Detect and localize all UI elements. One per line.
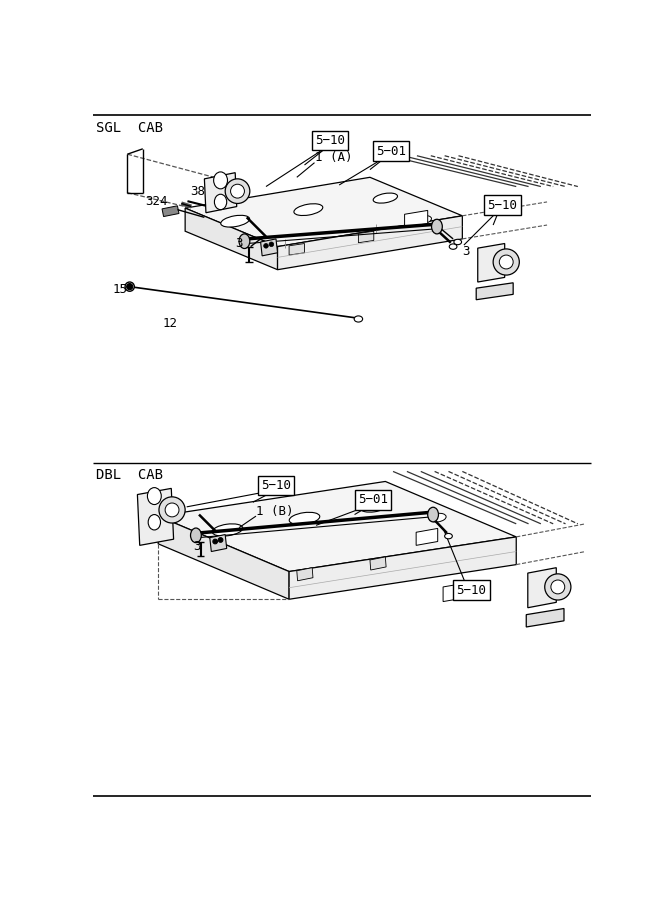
Polygon shape (162, 206, 179, 217)
Polygon shape (137, 489, 173, 545)
Polygon shape (526, 608, 564, 627)
Ellipse shape (148, 515, 161, 530)
Polygon shape (185, 208, 277, 270)
Polygon shape (261, 238, 277, 256)
Circle shape (125, 282, 134, 292)
Polygon shape (158, 516, 289, 599)
Ellipse shape (147, 488, 161, 505)
Polygon shape (210, 535, 227, 552)
Polygon shape (443, 582, 470, 601)
Text: 5−10: 5−10 (315, 134, 345, 147)
Polygon shape (476, 283, 513, 300)
Text: 3: 3 (193, 540, 200, 554)
Polygon shape (478, 244, 505, 282)
Text: 5−10: 5−10 (457, 583, 487, 597)
Polygon shape (185, 177, 462, 247)
Text: 1 (B): 1 (B) (256, 505, 293, 518)
Text: 5−01: 5−01 (376, 145, 406, 158)
Polygon shape (289, 244, 305, 255)
Polygon shape (370, 557, 386, 570)
Text: 5−10: 5−10 (488, 199, 518, 212)
Polygon shape (289, 537, 516, 599)
Text: 15: 15 (113, 284, 128, 296)
Circle shape (493, 249, 520, 275)
Ellipse shape (428, 508, 438, 522)
Circle shape (213, 539, 217, 544)
Ellipse shape (191, 528, 201, 543)
Ellipse shape (294, 203, 323, 215)
Ellipse shape (454, 239, 462, 245)
Circle shape (159, 497, 185, 523)
Text: 3: 3 (235, 237, 243, 250)
Polygon shape (204, 173, 237, 212)
Text: 5−10: 5−10 (261, 479, 291, 491)
Ellipse shape (239, 234, 250, 248)
Ellipse shape (221, 215, 249, 227)
Circle shape (269, 242, 273, 247)
Polygon shape (405, 211, 428, 228)
Ellipse shape (432, 220, 442, 234)
Ellipse shape (212, 524, 243, 536)
Circle shape (225, 179, 250, 203)
Text: 5−01: 5−01 (358, 493, 388, 507)
Polygon shape (158, 482, 516, 572)
Ellipse shape (289, 512, 319, 525)
Polygon shape (297, 568, 313, 580)
Circle shape (127, 284, 133, 290)
Text: 38: 38 (190, 184, 205, 198)
Text: 1 (A): 1 (A) (315, 151, 352, 164)
Circle shape (263, 244, 268, 248)
Ellipse shape (373, 194, 398, 203)
Ellipse shape (213, 172, 227, 189)
Polygon shape (528, 568, 556, 608)
Circle shape (545, 574, 571, 600)
Text: 324: 324 (145, 195, 167, 209)
Polygon shape (416, 528, 438, 545)
Ellipse shape (360, 501, 387, 512)
Text: SGL  CAB: SGL CAB (96, 121, 163, 135)
Ellipse shape (430, 513, 446, 522)
Text: 12: 12 (162, 317, 177, 330)
Polygon shape (358, 231, 374, 243)
Text: DBL  CAB: DBL CAB (96, 467, 163, 482)
Circle shape (231, 184, 244, 198)
Ellipse shape (354, 316, 363, 322)
Ellipse shape (450, 244, 457, 249)
Ellipse shape (416, 216, 432, 224)
Circle shape (551, 580, 565, 594)
Ellipse shape (445, 534, 452, 539)
Text: 3: 3 (462, 245, 470, 257)
Polygon shape (277, 216, 462, 270)
Circle shape (218, 537, 223, 543)
Circle shape (165, 503, 179, 517)
Ellipse shape (214, 194, 227, 210)
Circle shape (500, 255, 513, 269)
